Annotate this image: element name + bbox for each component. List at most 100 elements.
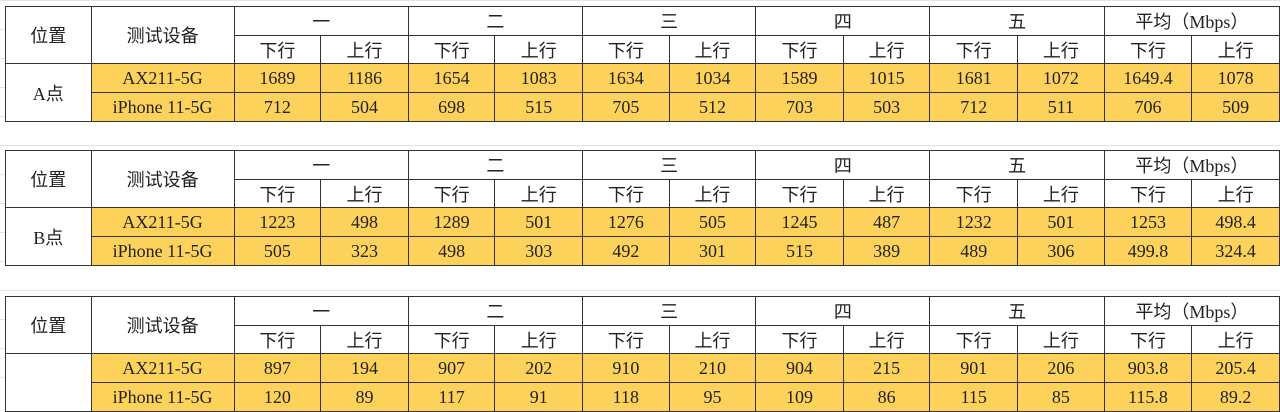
value-cell: 118	[582, 382, 670, 412]
value-cell: 1223	[233, 207, 322, 237]
table-row: iPhone 11-5G 120 89 117 91 118 95 109 86 115 85 115…	[6, 382, 1280, 412]
value-cell: 503	[842, 92, 931, 122]
value-cell: 492	[582, 236, 670, 266]
subheader-row: 下行 上行 下行 上行 下行 上行 下行 上行 下行 上行 下行 上行	[6, 179, 1280, 208]
device-header: 测试设备	[90, 150, 235, 208]
value-cell: 194	[320, 353, 409, 383]
round-header: 四	[755, 6, 931, 36]
downlink-header: 下行	[929, 179, 1019, 208]
value-cell: 698	[407, 92, 496, 122]
downlink-header: 下行	[233, 35, 322, 64]
value-cell: 1289	[407, 207, 496, 237]
uplink-header: 上行	[842, 179, 931, 208]
value-cell: 1072	[1017, 63, 1105, 93]
location-header: 位置	[5, 150, 92, 208]
downlink-header: 下行	[582, 179, 670, 208]
device-cell: AX211-5G	[90, 207, 235, 237]
downlink-header: 下行	[407, 35, 496, 64]
uplink-header: 上行	[1017, 35, 1105, 64]
value-cell: 324.4	[1191, 236, 1280, 266]
uplink-header: 上行	[1191, 325, 1280, 354]
table-row: iPhone 11-5G 505 323 498 303 492 301 515 389 489 3…	[6, 236, 1280, 266]
uplink-header: 上行	[1017, 179, 1105, 208]
uplink-header: 上行	[320, 35, 409, 64]
value-cell: 301	[668, 236, 757, 266]
round-header: 五	[929, 296, 1105, 326]
value-cell: 306	[1017, 236, 1105, 266]
value-cell: 1253	[1103, 207, 1193, 237]
value-cell: 511	[1017, 92, 1105, 122]
round-header: 一	[233, 296, 409, 326]
value-cell: 498	[407, 236, 496, 266]
round-header: 一	[233, 150, 409, 180]
subheader-row: 下行 上行 下行 上行 下行 上行 下行 上行 下行 上行 下行 上行	[6, 35, 1280, 64]
downlink-header: 下行	[582, 35, 670, 64]
downlink-header: 下行	[407, 325, 496, 354]
downlink-header: 下行	[1103, 35, 1193, 64]
value-cell: 389	[842, 236, 931, 266]
uplink-header: 上行	[494, 35, 584, 64]
value-cell: 505	[233, 236, 322, 266]
value-cell: 501	[494, 207, 584, 237]
round-header: 三	[582, 296, 757, 326]
uplink-header: 上行	[320, 325, 409, 354]
round-header: 五	[929, 150, 1105, 180]
value-cell: 712	[233, 92, 322, 122]
device-cell: iPhone 11-5G	[90, 92, 235, 122]
downlink-header: 下行	[582, 325, 670, 354]
value-cell: 706	[1103, 92, 1193, 122]
uplink-header: 上行	[668, 35, 757, 64]
uplink-header: 上行	[842, 35, 931, 64]
location-header: 位置	[5, 296, 92, 354]
round-header: 一	[233, 6, 409, 36]
uplink-header: 上行	[1191, 179, 1280, 208]
speed-test-table: 位置 测试设备一二三四五平均（Mbps） 下行 上行 下行 上行 下行 上行 下行 上行 下行 上行下…	[5, 6, 1280, 122]
value-cell: 703	[755, 92, 844, 122]
value-cell: 89	[320, 382, 409, 412]
header-row: 位置 测试设备一二三四五平均（Mbps）	[5, 296, 1280, 354]
speed-test-table: 位置 测试设备一二三四五平均（Mbps） 下行 上行 下行 上行 下行 上行 下行 上行 下行 上行下…	[5, 150, 1280, 266]
value-cell: 1186	[320, 63, 409, 93]
value-cell: 115	[929, 382, 1019, 412]
value-cell: 120	[233, 382, 322, 412]
round-header: 五	[929, 6, 1105, 36]
speed-test-table: 位置 测试设备一二三四五平均（Mbps） 下行 上行 下行 上行 下行 上行 下行 上行 下行 上行下…	[5, 296, 1280, 412]
round-header: 二	[407, 296, 584, 326]
downlink-header: 下行	[1103, 325, 1193, 354]
device-cell: iPhone 11-5G	[90, 236, 235, 266]
round-header: 四	[755, 296, 931, 326]
location-header: 位置	[5, 6, 92, 64]
value-cell: 712	[929, 92, 1019, 122]
round-header: 平均（Mbps）	[1103, 150, 1280, 180]
value-cell: 89.2	[1191, 382, 1280, 412]
value-cell: 1232	[929, 207, 1019, 237]
value-cell: 910	[582, 353, 670, 383]
downlink-header: 下行	[233, 179, 322, 208]
value-cell: 91	[494, 382, 584, 412]
header-row: 位置 测试设备一二三四五平均（Mbps）	[5, 150, 1280, 208]
value-cell: 1649.4	[1103, 63, 1193, 93]
value-cell: 117	[407, 382, 496, 412]
downlink-header: 下行	[755, 179, 844, 208]
value-cell: 504	[320, 92, 409, 122]
table-row: iPhone 11-5G 712 504 698 515 705 512 703 503 712 5…	[6, 92, 1280, 122]
device-header: 测试设备	[90, 296, 235, 354]
location-cell: B点	[5, 207, 92, 266]
table-row: AX211-5G 897 194 907 202 910 210 904 215 901 206 90…	[5, 353, 1280, 412]
value-cell: 95	[668, 382, 757, 412]
value-cell: 901	[929, 353, 1019, 383]
value-cell: 515	[755, 236, 844, 266]
device-cell: AX211-5G	[90, 353, 235, 383]
value-cell: 210	[668, 353, 757, 383]
value-cell: 205.4	[1191, 353, 1280, 383]
value-cell: 1245	[755, 207, 844, 237]
uplink-header: 上行	[1191, 35, 1280, 64]
value-cell: 1634	[582, 63, 670, 93]
round-header: 平均（Mbps）	[1103, 6, 1280, 36]
value-cell: 1689	[233, 63, 322, 93]
value-cell: 202	[494, 353, 584, 383]
value-cell: 512	[668, 92, 757, 122]
downlink-header: 下行	[929, 35, 1019, 64]
uplink-header: 上行	[1017, 325, 1105, 354]
value-cell: 303	[494, 236, 584, 266]
